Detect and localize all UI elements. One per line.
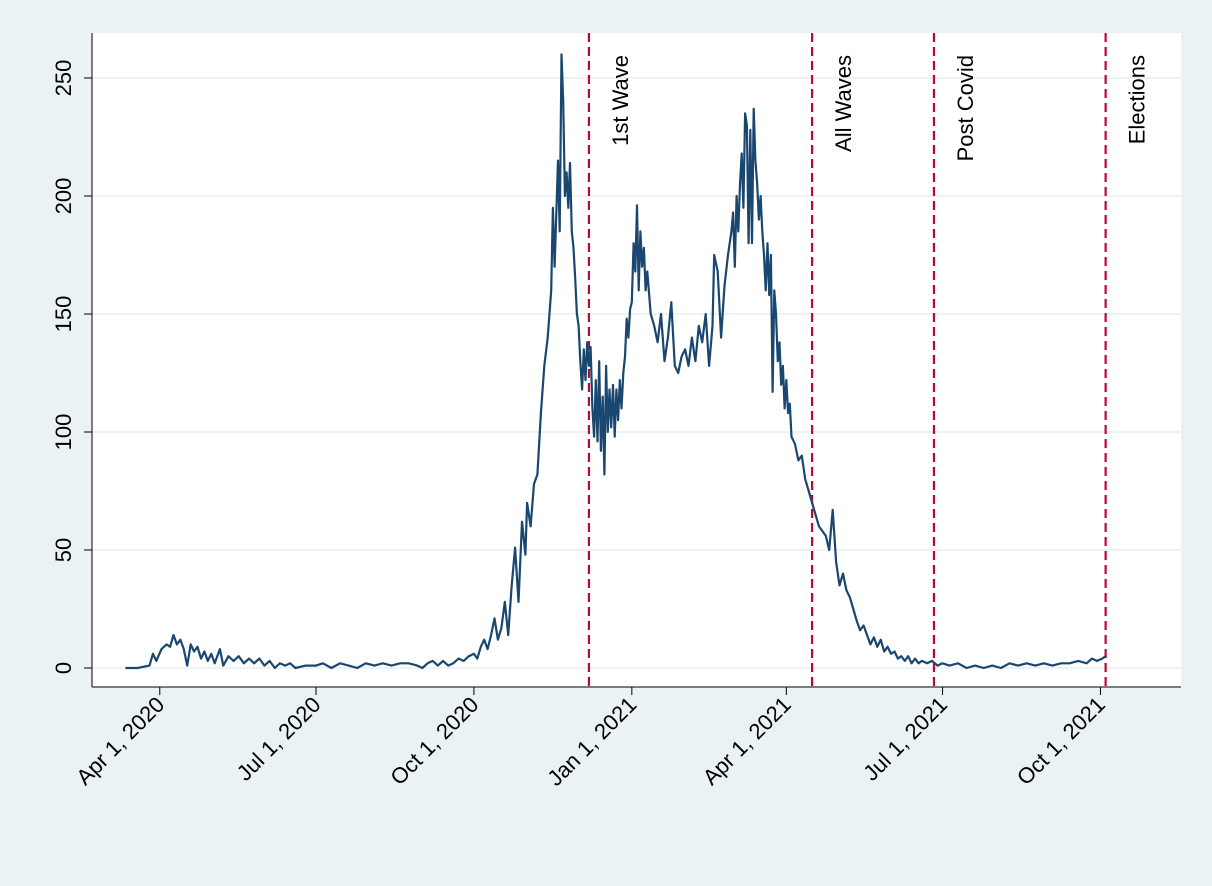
event-marker-label: 1st Wave [608,55,633,146]
plot-area [92,33,1181,687]
x-tick-labels: Apr 1, 2020 Jul 1, 2020 Oct 1, 2020 Jan 1, … [71,692,1110,791]
x-tick-label: Apr 1, 2020 [71,692,169,790]
y-tick-label: 100 [51,414,76,451]
x-tick-label: Oct 1, 2020 [385,692,483,790]
event-marker-label: All Waves [831,55,856,152]
event-marker-label: Elections [1125,55,1150,144]
y-tick-label: 250 [51,60,76,97]
x-tick-label: Apr 1, 2021 [698,692,796,790]
series-layer [125,53,1107,670]
y-tick-labels: 0 50 100 150 200 250 [51,60,76,674]
y-tick-label: 150 [51,296,76,333]
x-tick-label: Jul 1, 2021 [858,692,952,786]
x-tick-label: Oct 1, 2021 [1012,692,1110,790]
event-marker-label: Post Covid [953,55,978,161]
series-line [125,53,1107,670]
axes [84,33,1181,695]
y-tick-label: 0 [51,662,76,674]
x-tick-label: Jul 1, 2020 [232,692,326,786]
x-tick-label: Jan 1, 2021 [542,692,641,791]
y-tick-label: 50 [51,538,76,562]
y-tick-label: 200 [51,178,76,215]
